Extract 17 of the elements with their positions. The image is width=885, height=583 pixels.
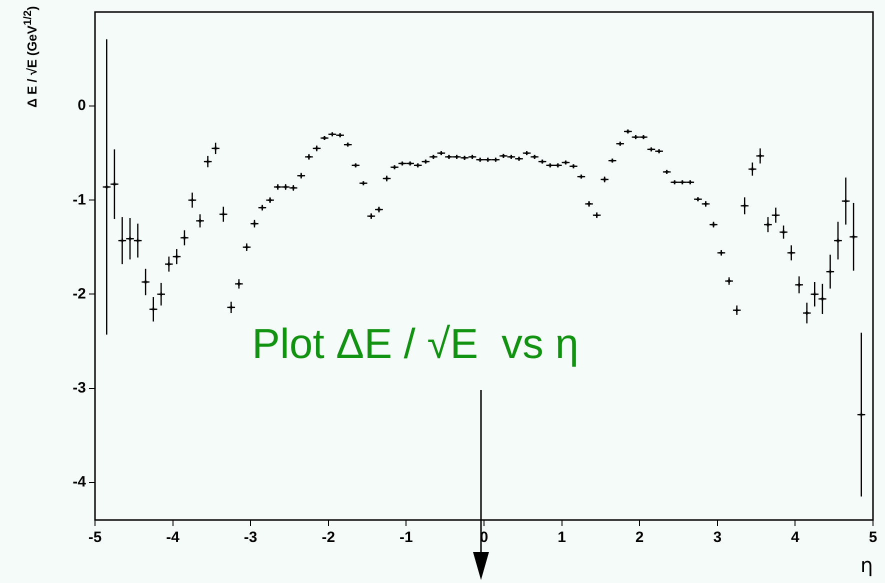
x-tick-label: 5	[868, 529, 878, 546]
x-tick-label: 1	[558, 529, 566, 546]
x-tick-label: -5	[88, 529, 102, 546]
y-tick-label: -4	[72, 474, 87, 491]
annotation: Plot ΔE / √E vs η	[252, 320, 579, 367]
y-tick-label: -1	[72, 191, 86, 208]
y-tick-label: -2	[72, 285, 86, 302]
y-tick-label: -3	[72, 379, 86, 396]
x-tick-label: -3	[244, 529, 258, 546]
x-tick-label: 3	[713, 529, 722, 546]
x-tick-label: -1	[400, 529, 413, 546]
y-tick-label: 0	[78, 97, 86, 114]
x-axis-title: η	[860, 553, 873, 578]
x-tick-label: -4	[166, 529, 180, 546]
x-tick-label: -2	[322, 529, 336, 546]
x-tick-label: 2	[635, 529, 644, 546]
x-tick-label: 4	[791, 529, 800, 546]
